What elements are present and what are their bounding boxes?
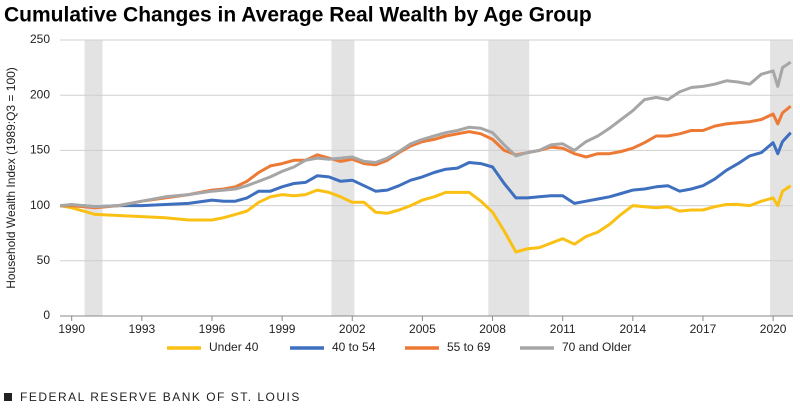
legend-label: 40 to 54 — [332, 340, 376, 354]
x-tick-label: 2017 — [690, 322, 717, 336]
y-tick-label: 150 — [30, 143, 50, 157]
y-tick-label: 0 — [43, 308, 50, 322]
plot-area — [60, 39, 793, 317]
legend-label: 70 and Older — [562, 340, 631, 354]
x-tick-label: 2002 — [339, 322, 366, 336]
y-tick-label: 200 — [30, 87, 50, 101]
series-line — [59, 60, 792, 209]
x-tick-label: 2020 — [760, 322, 787, 336]
logo-square — [4, 393, 12, 401]
y-tick-label: 100 — [30, 198, 50, 212]
x-tick-label: 2008 — [479, 322, 506, 336]
source: FEDERAL RESERVE BANK OF ST. LOUIS — [20, 390, 301, 404]
x-tick-label: 1996 — [199, 322, 226, 336]
x-tick-label: 1993 — [128, 322, 155, 336]
x-tick-label: 2005 — [409, 322, 436, 336]
y-tick-label: 50 — [37, 253, 51, 267]
legend-label: Under 40 — [209, 340, 259, 354]
recession-band — [488, 40, 530, 316]
x-tick-label: 1999 — [269, 322, 296, 336]
y-axis-label: Household Wealth Index (1989:Q3 = 100) — [4, 67, 18, 289]
recession-band — [84, 40, 103, 316]
x-tick-label: 2014 — [619, 322, 646, 336]
x-tick-label: 2011 — [550, 322, 576, 336]
series-line — [60, 105, 792, 210]
series-line — [59, 184, 792, 254]
legend-label: 55 to 69 — [447, 340, 491, 354]
x-tick-label: 1990 — [58, 322, 85, 336]
recession-band — [331, 40, 355, 316]
y-tick-label: 250 — [30, 32, 50, 46]
series-line — [60, 131, 792, 209]
recession-band — [770, 40, 793, 316]
chart-title: Cumulative Changes in Average Real Wealt… — [4, 4, 592, 27]
